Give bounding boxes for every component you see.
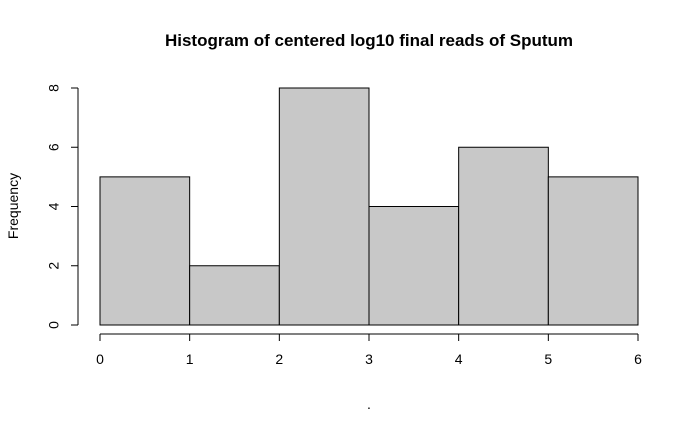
histogram-bar: [278, 87, 370, 326]
x-tick-label: 5: [544, 351, 552, 367]
bars-group: [99, 87, 639, 326]
x-tick-label: 3: [365, 351, 373, 367]
histogram-bar: [99, 176, 191, 326]
y-tick-label: 4: [46, 202, 62, 210]
chart-title: Histogram of centered log10 final reads …: [165, 31, 573, 50]
x-axis-label: .: [367, 396, 371, 412]
x-tick-label: 2: [275, 351, 283, 367]
histogram-bar: [458, 146, 549, 326]
y-tick-label: 6: [46, 143, 62, 151]
x-tick-label: 0: [96, 351, 104, 367]
histogram-bar: [189, 265, 280, 326]
y-axis-label: Frequency: [5, 173, 21, 239]
y-tick-label: 2: [46, 262, 62, 270]
y-tick-label: 0: [46, 321, 62, 329]
x-axis: 0 1 2 3 4 5 6: [96, 333, 642, 367]
histogram-bar: [368, 206, 460, 326]
y-tick-label: 8: [46, 84, 62, 92]
x-tick-label: 1: [186, 351, 194, 367]
x-tick-label: 6: [634, 351, 642, 367]
histogram-bar: [547, 176, 639, 326]
x-tick-label: 4: [455, 351, 463, 367]
y-axis: 0 2 4 6 8: [46, 84, 79, 329]
